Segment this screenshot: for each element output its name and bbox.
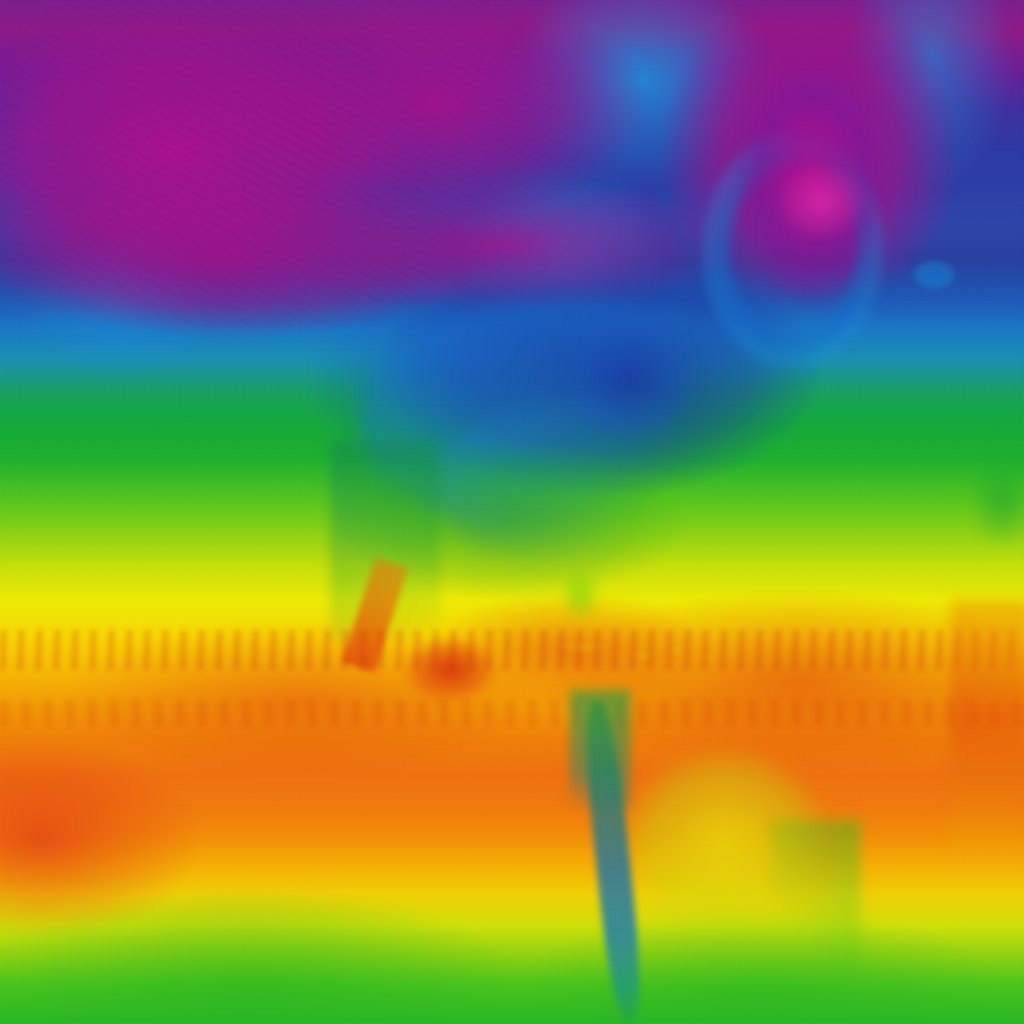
temperature-heatmap-canvas[interactable]: Global 2 m Air Temperature Forecast Map … (0, 0, 1024, 1024)
render-softening-layer (0, 0, 1024, 1024)
